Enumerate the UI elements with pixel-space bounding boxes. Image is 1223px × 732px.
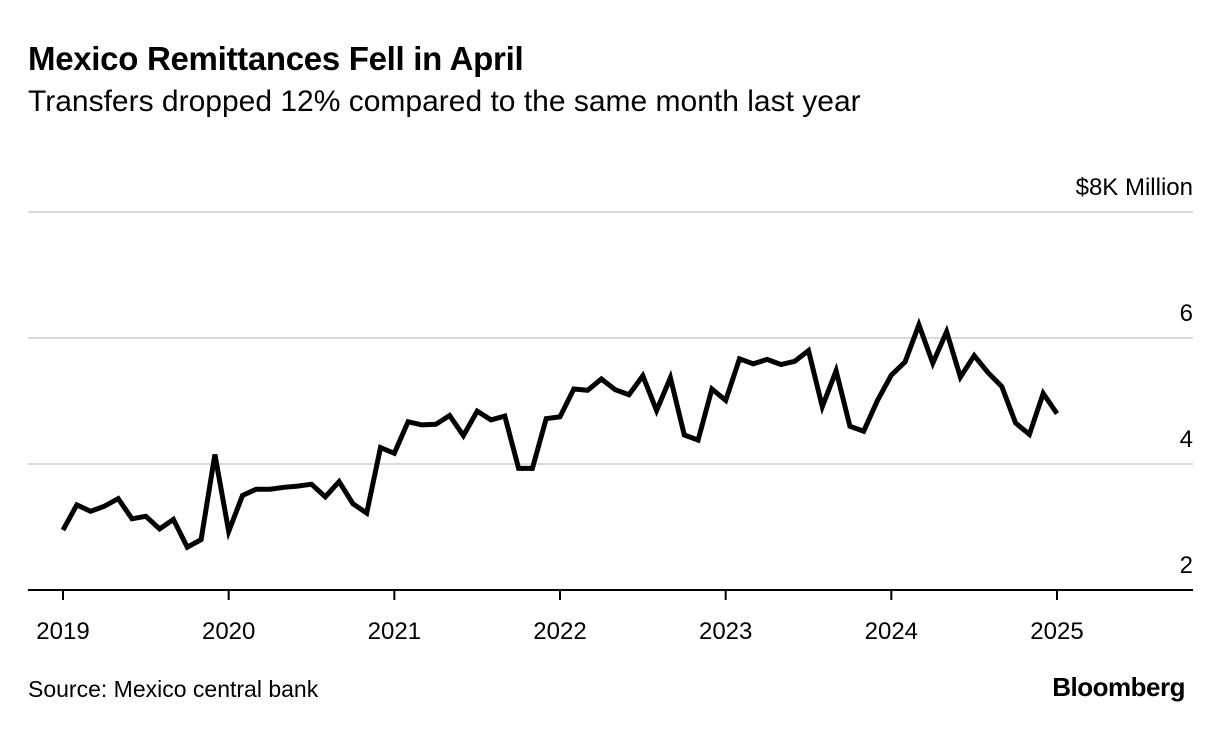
bloomberg-logo: Bloomberg bbox=[1052, 672, 1185, 702]
y-tick-label: 6 bbox=[1180, 300, 1193, 327]
x-tick-label: 2024 bbox=[865, 618, 918, 645]
grid-layer bbox=[28, 211, 1193, 465]
series-line-remittances bbox=[60, 317, 1060, 551]
y-tick-label: 2 bbox=[1180, 552, 1193, 579]
chart-subtitle: Transfers dropped 12% compared to the sa… bbox=[28, 85, 861, 118]
series-layer bbox=[60, 317, 1060, 551]
x-tick-label: 2019 bbox=[36, 618, 89, 645]
y-tick-label: $8K Million bbox=[1076, 174, 1193, 201]
x-tick-label: 2025 bbox=[1030, 618, 1083, 645]
x-tick-label: 2022 bbox=[533, 618, 586, 645]
source-note: Source: Mexico central bank bbox=[28, 676, 319, 702]
chart-title: Mexico Remittances Fell in April bbox=[28, 40, 524, 77]
x-tick-label: 2023 bbox=[699, 618, 752, 645]
x-axis: 2019 2020 2021 2022 2023 2024 2025 bbox=[28, 589, 1193, 645]
y-tick-label: 4 bbox=[1180, 426, 1193, 453]
y-axis-labels: 2 4 6 $8K Million bbox=[1076, 174, 1193, 579]
x-tick-label: 2021 bbox=[368, 618, 421, 645]
x-tick-label: 2020 bbox=[202, 618, 255, 645]
